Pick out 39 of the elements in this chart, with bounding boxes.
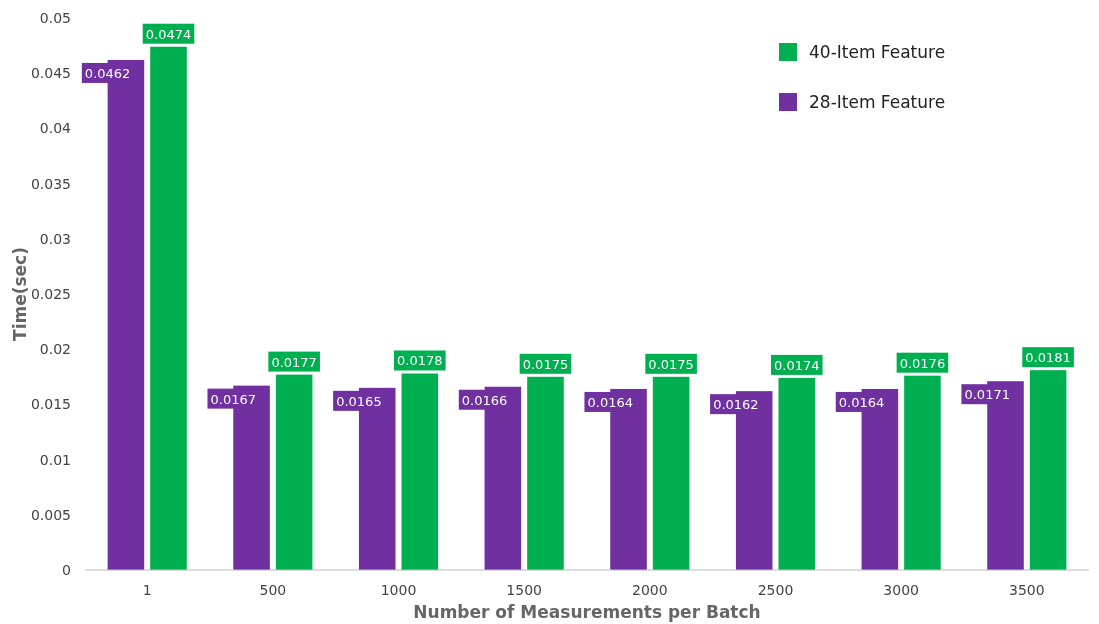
y-tick-label: 0.015 bbox=[30, 396, 71, 413]
data-label: 0.0162 bbox=[713, 397, 759, 413]
y-tick-label: 0.025 bbox=[30, 286, 71, 302]
x-tick-label: 3000 bbox=[883, 582, 919, 598]
x-tick-label: 2500 bbox=[757, 582, 794, 598]
data-label: 0.0176 bbox=[899, 355, 946, 371]
data-label: 0.0165 bbox=[336, 393, 382, 409]
x-axis-title: Number of Measurements per Batch bbox=[413, 602, 761, 622]
data-label: 0.0474 bbox=[145, 26, 192, 42]
data-label: 0.0164 bbox=[838, 394, 885, 410]
y-tick-label: 0.005 bbox=[30, 506, 71, 523]
legend-label: 40-Item Feature bbox=[809, 42, 946, 62]
data-label: 0.0175 bbox=[648, 356, 694, 372]
data-label: 0.0174 bbox=[774, 357, 820, 373]
data-label: 0.0175 bbox=[522, 356, 569, 372]
y-tick-label: 0.03 bbox=[39, 230, 71, 247]
data-label: 0.0166 bbox=[461, 392, 508, 408]
x-tick-label: 1 bbox=[142, 582, 152, 598]
legend-label: 28-Item Feature bbox=[809, 92, 946, 112]
data-label: 0.0178 bbox=[397, 353, 443, 369]
y-tick-label: 0.01 bbox=[39, 451, 71, 468]
data-label: 0.0164 bbox=[587, 394, 633, 410]
data-label: 0.0177 bbox=[271, 354, 317, 370]
y-tick-label: 0.035 bbox=[30, 175, 71, 192]
data-label: 0.0171 bbox=[964, 387, 1010, 403]
x-tick-label: 3500 bbox=[1008, 582, 1045, 598]
x-tick-label: 500 bbox=[259, 582, 287, 598]
x-tick-label: 2000 bbox=[632, 582, 668, 598]
y-tick-label: 0.045 bbox=[30, 65, 71, 82]
data-label: 0.0167 bbox=[210, 391, 257, 407]
y-tick-label: 0.04 bbox=[39, 120, 72, 137]
y-axis-title: Time(sec) bbox=[10, 247, 30, 341]
data-label: 0.0462 bbox=[84, 65, 131, 81]
x-tick-label: 1000 bbox=[380, 582, 417, 598]
x-tick-label: 1500 bbox=[506, 582, 542, 598]
y-tick-label: 0 bbox=[62, 562, 71, 578]
y-tick-label: 0.02 bbox=[39, 341, 71, 358]
data-label: 0.0181 bbox=[1025, 350, 1071, 366]
y-tick-label: 0.05 bbox=[39, 10, 71, 26]
